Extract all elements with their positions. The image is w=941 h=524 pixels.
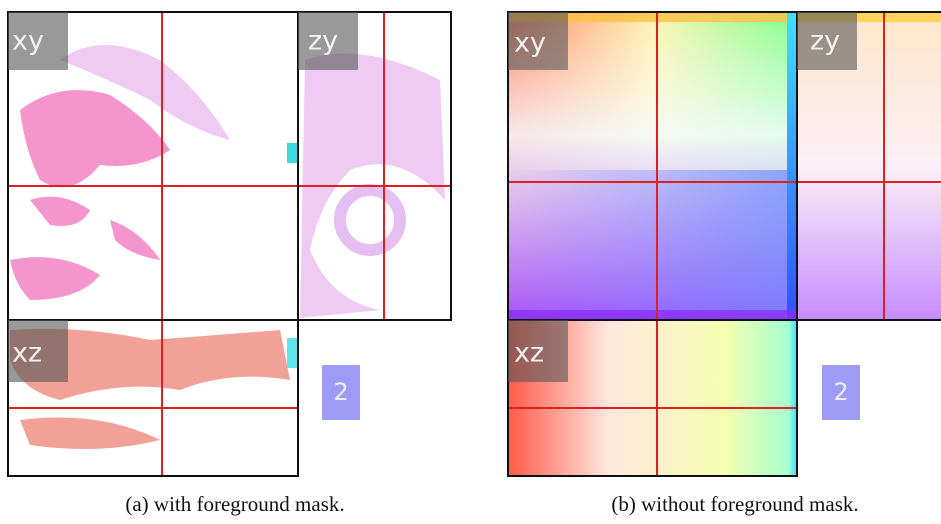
badge: 2 — [833, 378, 848, 406]
xy-label: xy — [514, 28, 546, 59]
badge: 2 — [333, 378, 348, 406]
panel-b: xy zy xz 2 (b) without foreground mask. — [507, 11, 941, 516]
panel-a: xy zy xz 2 (a) with foreground mask. — [7, 11, 452, 516]
xz-label: xz — [514, 338, 544, 369]
xy-label: xy — [12, 26, 44, 57]
zy-label: zy — [810, 26, 840, 57]
caption: (a) with foreground mask. — [125, 492, 344, 516]
zy-label: zy — [308, 26, 338, 57]
caption: (b) without foreground mask. — [611, 492, 858, 516]
xz-label: xz — [12, 338, 42, 369]
